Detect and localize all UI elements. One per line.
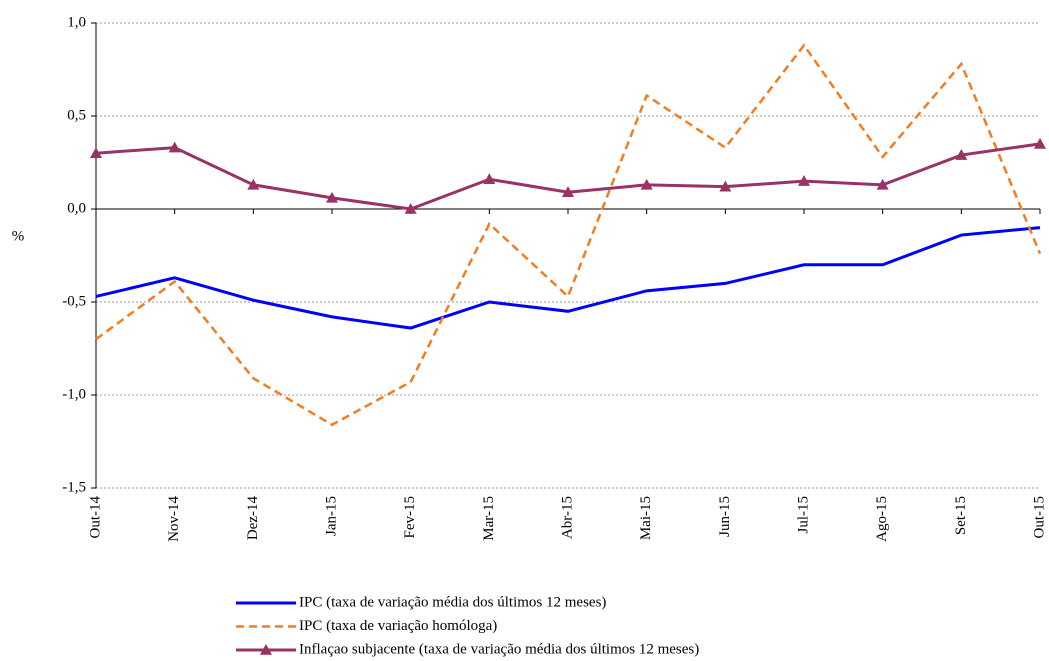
y-tick-label: 0,0: [67, 200, 86, 216]
series-line: [95, 142, 1041, 211]
series-line: [95, 43, 1042, 427]
marker: [168, 141, 181, 153]
marker: [876, 178, 889, 190]
y-tick-label: -1,5: [62, 479, 86, 495]
x-tick-label: Dez-14: [245, 496, 261, 541]
marker: [404, 203, 417, 214]
x-tick-label: Mar-15: [481, 496, 497, 541]
x-tick-label: Abr-15: [559, 496, 575, 539]
marker: [640, 178, 653, 190]
y-axis-label: %: [12, 228, 25, 244]
y-tick-label: 0,5: [67, 107, 86, 123]
x-tick-label: Out-14: [87, 496, 103, 539]
x-tick-label: Jan-15: [323, 496, 339, 536]
legend-label: IPC (taxa de variação média dos últimos …: [299, 594, 606, 610]
y-tick-label: -1,0: [62, 386, 86, 402]
marker: [798, 175, 810, 186]
legend-label: Inflaçao subjacente (taxa de variação mé…: [299, 641, 699, 657]
x-tick-label: Fev-15: [402, 496, 418, 539]
x-tick-label: Jun-15: [717, 496, 733, 537]
marker: [1034, 137, 1046, 149]
x-tick-label: Nov-14: [166, 496, 182, 542]
marker: [90, 147, 102, 158]
marker: [326, 191, 338, 203]
marker: [955, 149, 968, 160]
marker: [562, 186, 574, 198]
legend-marker: [260, 644, 272, 655]
x-tick-label: Set-15: [953, 496, 969, 535]
legend-label: IPC (taxa de variação homóloga): [299, 618, 497, 634]
x-tick-label: Ago-15: [874, 496, 890, 542]
x-tick-label: Mai-15: [638, 496, 654, 540]
x-tick-label: Out-15: [1031, 496, 1047, 539]
marker: [247, 178, 260, 190]
marker: [719, 180, 732, 192]
y-tick-label: 1,0: [67, 14, 86, 30]
x-tick-label: Jul-15: [795, 496, 811, 534]
series-line: [95, 226, 1041, 330]
y-tick-label: -0,5: [62, 293, 86, 309]
marker: [483, 173, 496, 185]
